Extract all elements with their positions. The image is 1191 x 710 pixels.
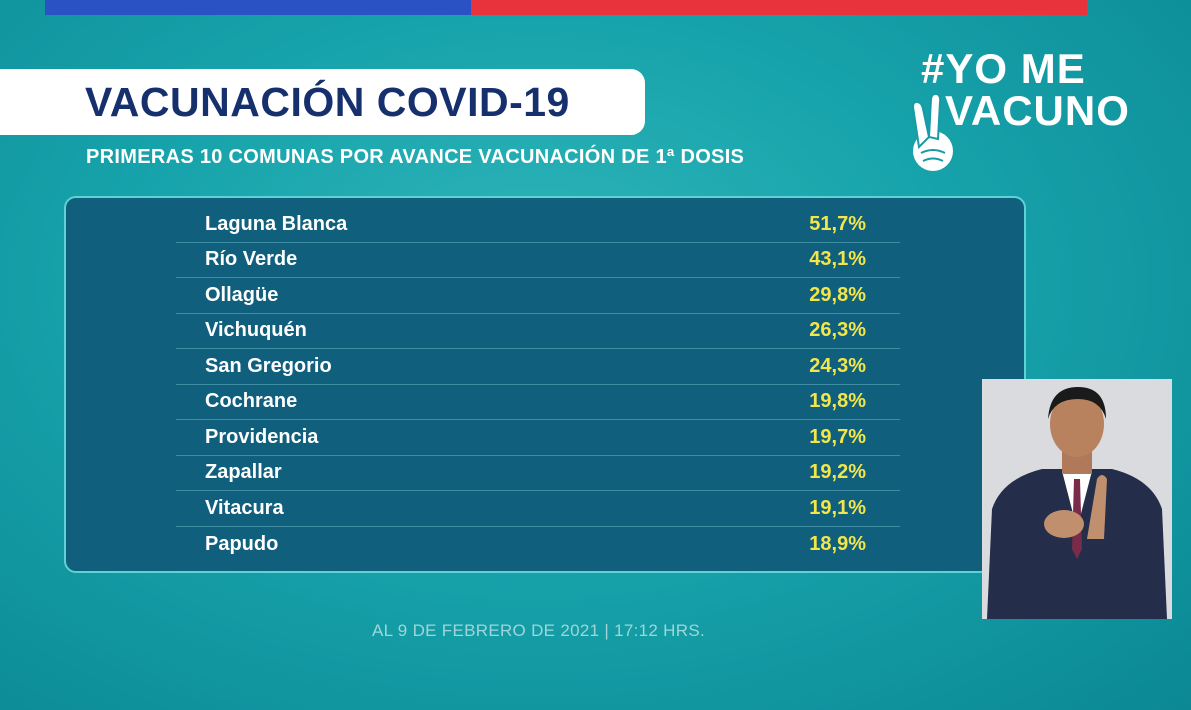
comuna-name: Papudo (205, 532, 279, 555)
comuna-name: Laguna Blanca (205, 212, 348, 235)
comuna-name: San Gregorio (205, 354, 332, 377)
comuna-name: Vichuquén (205, 319, 307, 342)
table-row: Zapallar 19,2% (176, 456, 900, 491)
table-row: Cochrane 19,8% (176, 385, 900, 420)
yo-me-vacuno-logo: #YO ME VACUNO (905, 45, 1129, 175)
flag-stripe-blue (45, 0, 471, 15)
page-subtitle: PRIMERAS 10 COMUNAS POR AVANCE VACUNACIÓ… (86, 146, 745, 168)
table-row: Ollagüe 29,8% (176, 278, 900, 314)
comuna-percentage: 26,3% (809, 319, 866, 342)
comuna-percentage: 19,7% (809, 425, 866, 448)
comuna-percentage: 24,3% (809, 354, 866, 377)
comuna-name: Providencia (205, 425, 319, 448)
comuna-percentage: 18,9% (809, 532, 866, 555)
comuna-percentage: 29,8% (809, 283, 866, 306)
logo-line-1: #YO ME (921, 45, 1086, 92)
page-title: VACUNACIÓN COVID-19 (85, 78, 570, 125)
comuna-name: Zapallar (205, 461, 282, 484)
title-banner: VACUNACIÓN COVID-19 (0, 69, 645, 135)
comuna-name: Ollagüe (205, 283, 279, 306)
flag-stripe-red (471, 0, 1087, 15)
comuna-percentage: 19,1% (809, 496, 866, 519)
table-row: San Gregorio 24,3% (176, 349, 900, 385)
comuna-name: Río Verde (205, 248, 298, 271)
comuna-name: Vitacura (205, 496, 284, 519)
table-row: Vichuquén 26,3% (176, 314, 900, 349)
table-row: Laguna Blanca 51,7% (176, 207, 900, 243)
table-row: Papudo 18,9% (176, 527, 900, 563)
timestamp-footer: AL 9 DE FEBRERO DE 2021 | 17:12 HRS. (372, 621, 706, 640)
table-row: Providencia 19,7% (176, 420, 900, 456)
sign-language-interpreter (982, 379, 1172, 619)
comuna-name: Cochrane (205, 390, 298, 413)
comuna-percentage: 43,1% (809, 248, 866, 271)
comuna-percentage: 51,7% (809, 212, 866, 235)
comuna-percentage: 19,2% (809, 461, 866, 484)
table-row: Vitacura 19,1% (176, 491, 900, 527)
comuna-percentage: 19,8% (809, 390, 866, 413)
victory-hand-icon (911, 93, 953, 171)
table-row: Río Verde 43,1% (176, 243, 900, 278)
logo-line-2: VACUNO (945, 87, 1130, 134)
interpreter-image (982, 379, 1172, 619)
comunas-table: Laguna Blanca 51,7% Río Verde 43,1% Ollagüe 2… (176, 207, 900, 562)
